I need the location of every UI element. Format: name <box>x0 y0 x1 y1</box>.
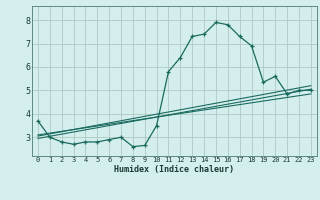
X-axis label: Humidex (Indice chaleur): Humidex (Indice chaleur) <box>115 165 234 174</box>
